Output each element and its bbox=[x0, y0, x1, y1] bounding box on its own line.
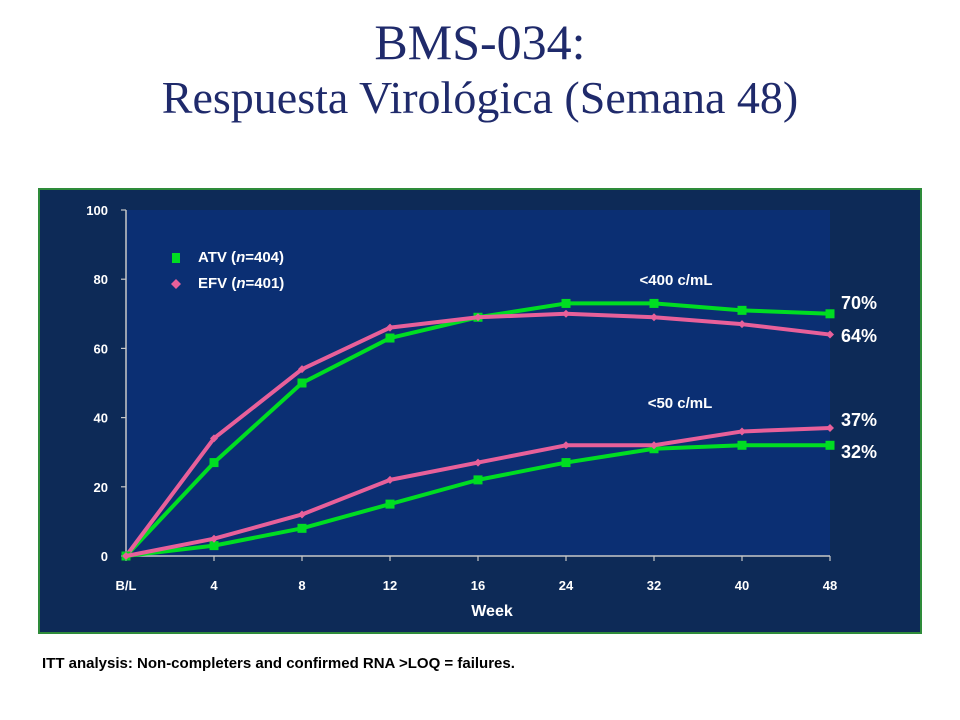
legend-marker-atv bbox=[172, 253, 180, 263]
data-point-atv bbox=[737, 305, 747, 315]
y-tick-label: 20 bbox=[94, 480, 108, 495]
data-point-atv bbox=[825, 309, 835, 319]
end-value-label: 64% bbox=[841, 326, 877, 346]
title-block: BMS-034: Respuesta Virológica (Semana 48… bbox=[0, 14, 960, 126]
footnote: ITT analysis: Non-completers and confirm… bbox=[42, 655, 515, 672]
chart-frame: 0 20 40 60 80 100 B/L 4 8 12 16 24 32 40 48 Week ATV (n=… bbox=[38, 188, 922, 634]
x-tick-label: 4 bbox=[210, 578, 218, 593]
data-point-efv bbox=[386, 323, 394, 332]
end-value-label: 32% bbox=[841, 442, 877, 462]
data-point-efv bbox=[562, 309, 570, 318]
data-point-atv bbox=[473, 475, 483, 485]
data-point-efv bbox=[474, 458, 482, 467]
x-tick-label: B/L bbox=[116, 578, 137, 593]
title-line-2: Respuesta Virológica (Semana 48) bbox=[161, 72, 799, 123]
x-axis-title: Week bbox=[471, 603, 513, 620]
plot-area bbox=[126, 210, 830, 556]
data-point-efv bbox=[210, 534, 218, 543]
data-point-atv bbox=[209, 458, 219, 468]
data-point-efv bbox=[210, 434, 218, 443]
data-point-atv bbox=[825, 440, 835, 450]
title-line-1: BMS-034: bbox=[374, 14, 586, 70]
data-point-atv bbox=[297, 523, 307, 533]
x-tick-label: 24 bbox=[559, 578, 574, 593]
data-point-atv bbox=[737, 440, 747, 450]
legend-label: ATV (n=404) bbox=[198, 249, 284, 266]
data-point-efv bbox=[650, 313, 658, 322]
data-point-atv bbox=[385, 333, 395, 343]
data-point-efv bbox=[738, 320, 746, 329]
y-tick-label: 80 bbox=[94, 272, 108, 287]
y-tick-label: 60 bbox=[94, 341, 108, 356]
data-point-atv bbox=[561, 298, 571, 308]
x-tick-label: 48 bbox=[823, 578, 837, 593]
group-label: <50 c/mL bbox=[648, 395, 713, 412]
y-tick-label: 100 bbox=[86, 203, 108, 218]
data-point-atv bbox=[209, 541, 219, 551]
data-point-efv bbox=[474, 313, 482, 322]
data-point-atv bbox=[649, 298, 659, 308]
data-point-efv bbox=[650, 441, 658, 450]
x-tick-label: 16 bbox=[471, 578, 485, 593]
x-tick-label: 12 bbox=[383, 578, 397, 593]
data-point-efv bbox=[122, 552, 130, 560]
x-tick-label: 8 bbox=[298, 578, 305, 593]
data-point-atv bbox=[561, 458, 571, 468]
data-point-efv bbox=[386, 475, 394, 484]
data-point-efv bbox=[826, 423, 834, 432]
group-label: <400 c/mL bbox=[640, 272, 713, 289]
end-value-label: 70% bbox=[841, 293, 877, 313]
x-tick-label: 40 bbox=[735, 578, 749, 593]
x-tick-label: 32 bbox=[647, 578, 661, 593]
data-point-efv bbox=[298, 365, 306, 374]
data-point-efv bbox=[738, 427, 746, 436]
data-point-efv bbox=[562, 441, 570, 450]
series-efv-lt50 bbox=[122, 423, 834, 560]
data-point-atv bbox=[385, 499, 395, 509]
y-tick-label: 40 bbox=[94, 411, 108, 426]
data-point-efv bbox=[826, 330, 834, 339]
legend-label: EFV (n=401) bbox=[198, 275, 284, 292]
y-tick-label: 0 bbox=[101, 549, 108, 564]
end-value-label: 37% bbox=[841, 410, 877, 430]
legend-marker-efv bbox=[171, 279, 181, 289]
data-point-atv bbox=[297, 378, 307, 388]
